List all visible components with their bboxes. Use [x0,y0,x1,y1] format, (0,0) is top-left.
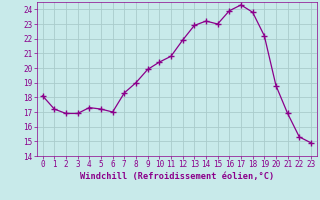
X-axis label: Windchill (Refroidissement éolien,°C): Windchill (Refroidissement éolien,°C) [80,172,274,181]
